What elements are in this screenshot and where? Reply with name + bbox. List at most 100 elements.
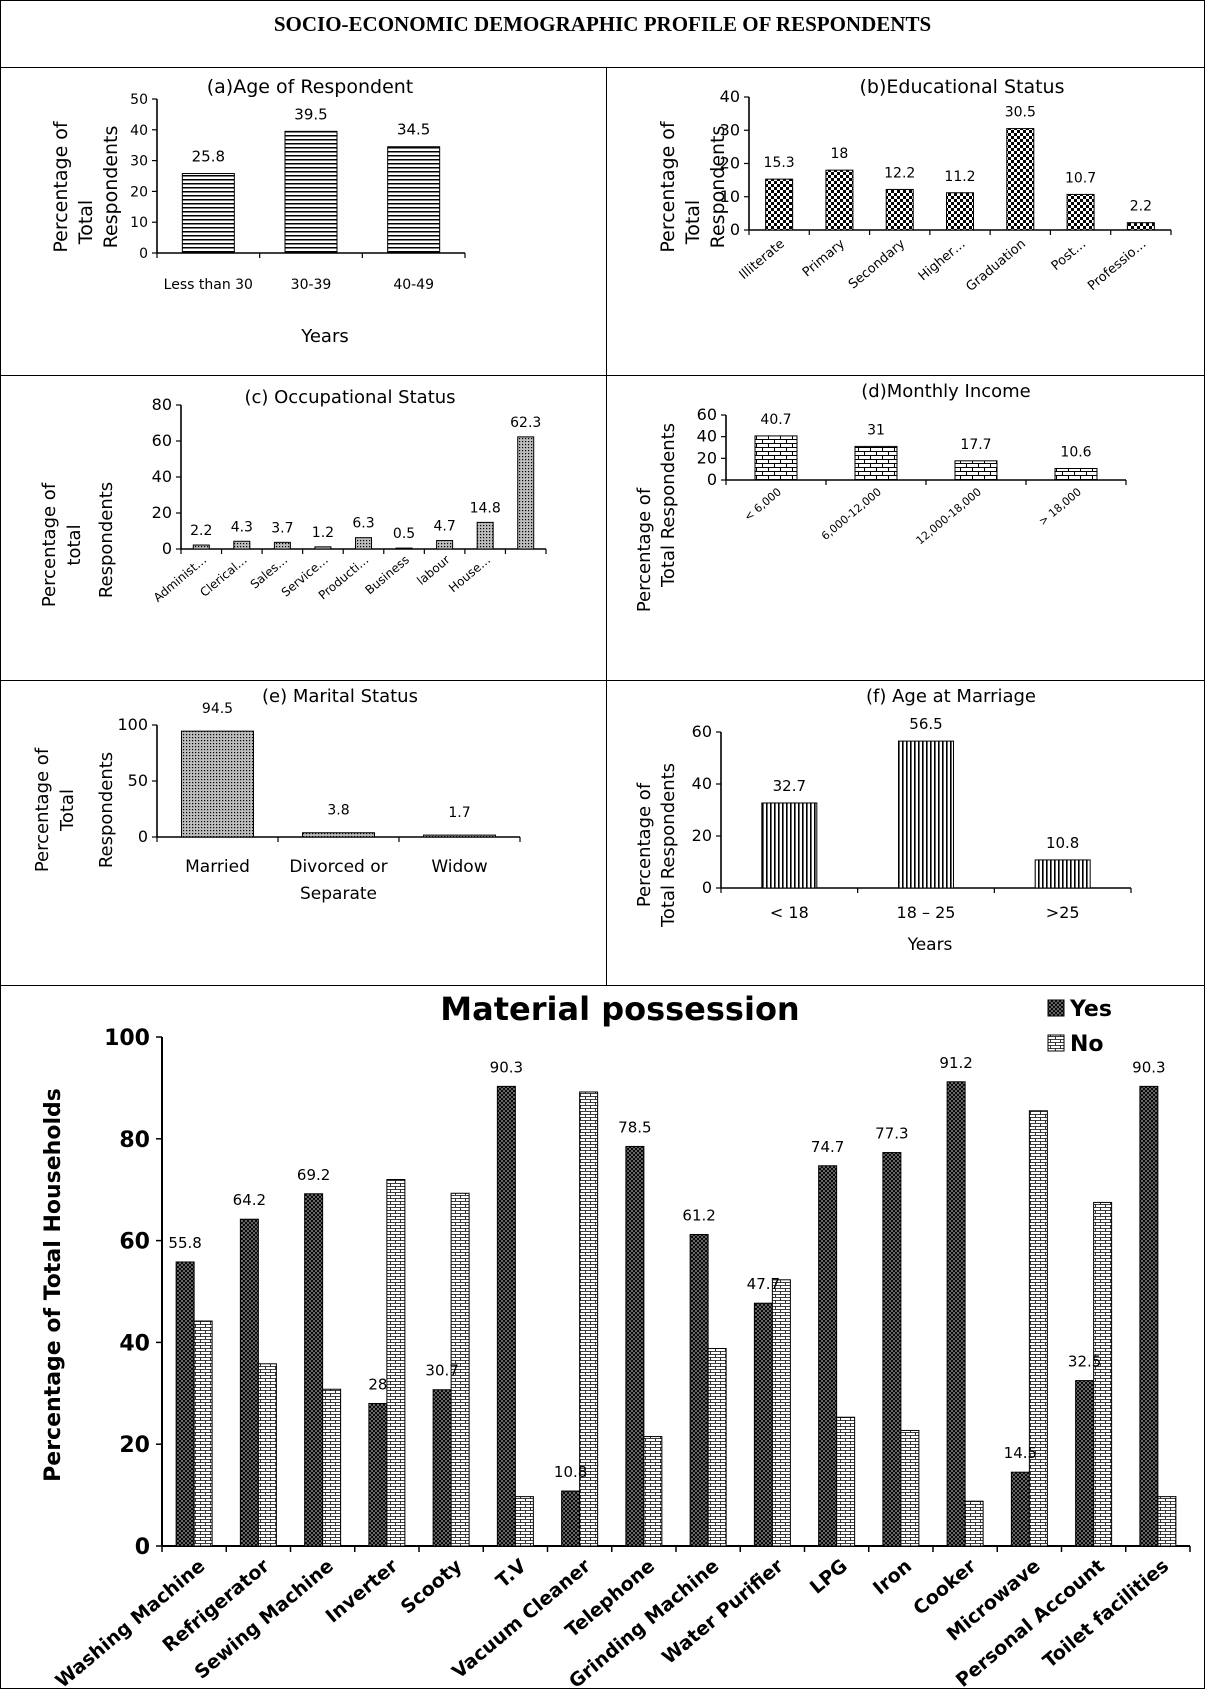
chart-age-at-marriage-y-tick-label: 60 <box>692 722 712 741</box>
chart-educational-status-y-tick-label: 10 <box>720 187 740 206</box>
chart-age-of-respondent-y-tick-label: 40 <box>130 123 148 139</box>
chart-marital-status-ylabel-line: Percentage of <box>32 747 53 872</box>
chart-material-possession-y-tick-label: 20 <box>119 1433 150 1458</box>
chart-age-of-respondent-bar <box>387 146 441 254</box>
chart-material-possession-bar-yes <box>1075 1380 1095 1547</box>
chart-material-possession-y-tick-label: 80 <box>119 1128 150 1153</box>
chart-educational-status-data-label: 30.5 <box>1005 105 1036 121</box>
chart-age-of-respondent-xlabel: Years <box>300 326 349 347</box>
chart-educational-status-data-label: 10.7 <box>1065 170 1096 186</box>
chart-age-at-marriage-category-label: 18 – 25 <box>897 903 956 922</box>
chart-occupational-status-data-label: 14.8 <box>470 500 501 516</box>
chart-marital-status-bar <box>181 730 254 838</box>
chart-material-possession-bar-yes <box>175 1261 195 1547</box>
chart-marital-status-ylabel-line: Respondents <box>96 752 117 868</box>
chart-monthly-income-y-tick-label: 60 <box>697 405 717 424</box>
chart-material-possession-bar-no <box>579 1091 599 1547</box>
chart-educational-status-data-label: 18 <box>831 146 849 162</box>
chart-monthly-income-bar <box>954 460 998 481</box>
chart-age-of-respondent: (a)Age of Respondent Percentage of Total Re… <box>50 76 466 347</box>
chart-monthly-income-bar <box>754 435 798 481</box>
chart-monthly-income-data-label: 10.6 <box>1060 445 1091 461</box>
chart-material-possession-data-label: 47.7 <box>747 1275 780 1293</box>
chart-occupational-status-data-label: 2.2 <box>190 523 212 539</box>
row-divider-2 <box>0 680 1205 681</box>
chart-occupational-status-y-tick-label: 80 <box>152 395 172 414</box>
chart-age-of-respondent-data-label: 25.8 <box>192 148 225 166</box>
chart-age-at-marriage-category-label: < 18 <box>770 903 809 922</box>
chart-material-possession-legend-swatch-no <box>1047 1034 1065 1052</box>
row-divider-1 <box>0 375 1205 376</box>
chart-material-possession-bar-yes <box>561 1490 581 1547</box>
chart-occupational-status-bar <box>395 547 413 550</box>
chart-marital-status-title: (e) Marital Status <box>262 686 418 707</box>
chart-marital-status-category-label: Divorced or <box>289 857 387 877</box>
chart-occupational-status-data-label: 0.5 <box>393 526 415 542</box>
chart-material-possession-data-label: 69.2 <box>297 1166 330 1184</box>
chart-age-at-marriage-y-tick-label: 0 <box>702 878 712 897</box>
chart-material-possession-data-label: 55.8 <box>168 1234 201 1252</box>
chart-marital-status-ylabel-line: Total <box>57 789 78 832</box>
chart-educational-status-category-label: Illiterate <box>737 237 788 283</box>
chart-age-at-marriage: (f) Age at Marriage Percentage of Total Re… <box>634 686 1132 955</box>
chart-material-possession-y-tick-label: 0 <box>135 1535 150 1560</box>
chart-educational-status-ylabel-line: Respondents <box>707 126 729 249</box>
chart-material-possession-bar-no <box>257 1363 277 1547</box>
chart-material-possession-data-label: 74.7 <box>811 1138 844 1156</box>
chart-material-possession-legend-label-no: No <box>1070 1032 1104 1057</box>
chart-marital-status-bar <box>423 834 496 838</box>
chart-occupational-status-ylabel-line: total <box>64 524 85 565</box>
chart-age-of-respondent-y-tick-label: 20 <box>130 184 148 200</box>
chart-educational-status-bar <box>1126 222 1155 231</box>
chart-material-possession-category-label: Refrigerator <box>158 1555 274 1657</box>
chart-material-possession-bar-no <box>707 1348 727 1547</box>
chart-marital-status-category-label: Widow <box>431 857 487 877</box>
chart-material-possession-legend-swatch-yes <box>1047 999 1065 1017</box>
chart-educational-status-bar <box>946 192 974 231</box>
chart-marital-status-data-label: 1.7 <box>448 805 470 821</box>
chart-age-of-respondent-ylabel-line: Total <box>75 200 97 245</box>
chart-age-of-respondent-category-label: 30-39 <box>291 277 332 293</box>
chart-material-possession-data-label: 90.3 <box>490 1058 523 1076</box>
chart-material-possession-bar-no <box>836 1416 856 1547</box>
chart-age-of-respondent-data-label: 34.5 <box>397 121 430 139</box>
chart-monthly-income-title: (d)Monthly Income <box>861 381 1031 402</box>
chart-occupational-status-y-tick-label: 20 <box>152 503 172 522</box>
chart-age-at-marriage-xlabel: Years <box>907 935 953 955</box>
chart-material-possession-data-label: 14.5 <box>1004 1444 1037 1462</box>
chart-monthly-income-category-label: 6,000-12,000 <box>819 485 884 542</box>
chart-material-possession-legend-label-yes: Yes <box>1069 997 1112 1022</box>
chart-monthly-income-data-label: 40.7 <box>760 412 791 428</box>
chart-age-at-marriage-bar <box>761 802 818 889</box>
chart-material-possession-category-label: Inverter <box>322 1555 403 1628</box>
chart-educational-status-category-label: Graduation <box>963 237 1028 295</box>
chart-material-possession-y-tick-label: 100 <box>104 1026 150 1051</box>
chart-material-possession-data-label: 77.3 <box>875 1125 908 1143</box>
chart-marital-status-category-label: Married <box>185 857 250 877</box>
chart-material-possession-bar-no <box>514 1496 534 1547</box>
chart-material-possession-category-label: Scooty <box>397 1555 467 1619</box>
chart-age-at-marriage-y-tick-label: 20 <box>692 826 712 845</box>
chart-educational-status-y-tick-label: 40 <box>720 87 740 106</box>
chart-material-possession-bar-no <box>450 1192 470 1547</box>
page-title: SOCIO-ECONOMIC DEMOGRAPHIC PROFILE OF RE… <box>273 12 932 36</box>
chart-material-possession-bar-yes <box>1139 1085 1159 1547</box>
chart-monthly-income-bar <box>854 445 898 481</box>
chart-occupational-status-ylabel-line: Percentage of <box>39 482 60 607</box>
chart-educational-status-ylabel-line: Percentage of <box>657 120 679 253</box>
chart-material-possession-title: Material possession <box>440 990 799 1028</box>
chart-material-possession-data-label: 61.2 <box>682 1206 715 1224</box>
chart-occupational-status-y-tick-label: 40 <box>152 467 172 486</box>
chart-material-possession-bar-yes <box>625 1145 645 1547</box>
chart-occupational-status-data-label: 62.3 <box>510 415 541 431</box>
chart-material-possession-bar-no <box>1028 1110 1048 1547</box>
chart-monthly-income-data-label: 17.7 <box>960 437 991 453</box>
chart-occupational-status-ylabel-line: Respondents <box>96 482 117 598</box>
chart-material-possession-category-label: T.V <box>492 1555 531 1593</box>
chart-age-of-respondent-category-label: Less than 30 <box>164 277 253 293</box>
chart-monthly-income-category-label: 12,000-18,000 <box>914 485 984 547</box>
chart-educational-status-title: (b)Educational Status <box>860 76 1065 98</box>
chart-marital-status-bar <box>302 832 375 838</box>
chart-material-possession-bar-no <box>643 1436 663 1547</box>
chart-occupational-status-y-tick-label: 60 <box>152 431 172 450</box>
